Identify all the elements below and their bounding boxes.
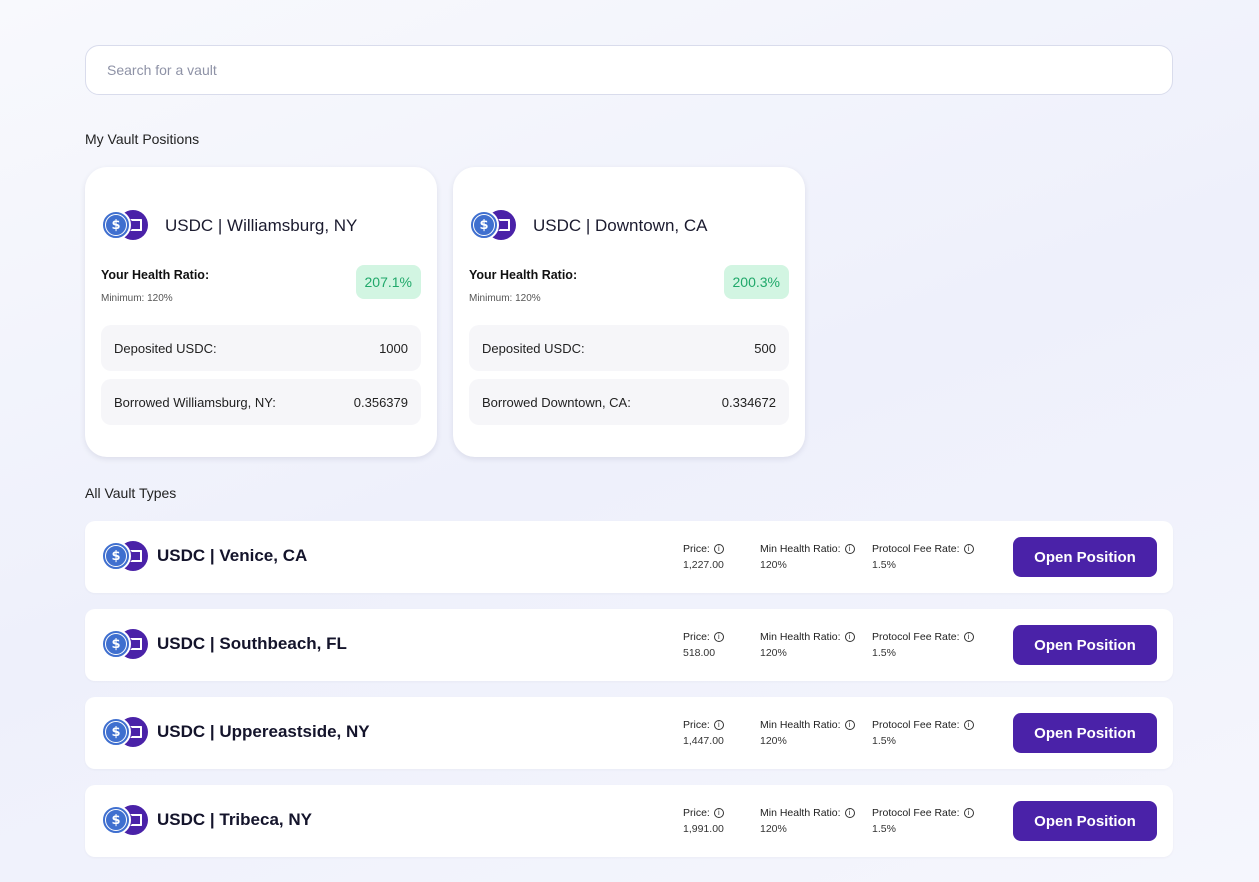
fee-label: Protocol Fee Rate: bbox=[872, 807, 960, 819]
deposited-row: Deposited USDC: 1000 bbox=[101, 325, 421, 371]
deposited-value: 500 bbox=[754, 340, 776, 356]
price-label: Price: bbox=[683, 807, 710, 819]
fee-stat: Protocol Fee Rate: i 1.5% bbox=[872, 719, 974, 747]
min-health-value: 120% bbox=[760, 559, 787, 571]
open-position-button[interactable]: Open Position bbox=[1013, 801, 1157, 841]
position-title: USDC | Williamsburg, NY bbox=[165, 216, 358, 235]
borrowed-label: Borrowed Williamsburg, NY: bbox=[114, 394, 276, 410]
vault-row: $ USDC | Uppereastside, NY Price: i 1,447… bbox=[85, 697, 1173, 769]
vault-row: $ USDC | Tribeca, NY Price: i 1,991.00 Mi… bbox=[85, 785, 1173, 857]
health-ratio-label: Your Health Ratio: bbox=[101, 268, 210, 282]
min-health-label: Min Health Ratio: bbox=[760, 631, 841, 643]
usdc-coin-icon: $ bbox=[101, 629, 131, 659]
info-icon[interactable]: i bbox=[963, 632, 974, 642]
open-position-button[interactable]: Open Position bbox=[1013, 713, 1157, 753]
position-card[interactable]: $ USDC | Williamsburg, NY Your Health Ra… bbox=[85, 167, 437, 457]
info-icon[interactable]: i bbox=[963, 720, 974, 730]
info-icon[interactable]: i bbox=[963, 544, 974, 554]
borrowed-value: 0.334672 bbox=[721, 394, 776, 410]
fee-label: Protocol Fee Rate: bbox=[872, 543, 960, 555]
open-position-button[interactable]: Open Position bbox=[1013, 625, 1157, 665]
price-label: Price: bbox=[683, 543, 710, 555]
min-health-stat: Min Health Ratio: i 120% bbox=[760, 719, 855, 747]
fee-value: 1.5% bbox=[872, 647, 896, 659]
health-ratio-badge: 207.1% bbox=[355, 265, 421, 299]
min-health-value: 120% bbox=[760, 735, 787, 747]
info-icon[interactable]: i bbox=[713, 808, 724, 818]
token-pair-icon: $ bbox=[469, 210, 517, 242]
vault-name: USDC | Southbeach, FL bbox=[157, 634, 347, 653]
fee-stat: Protocol Fee Rate: i 1.5% bbox=[872, 807, 974, 835]
info-icon[interactable]: i bbox=[844, 544, 855, 554]
info-icon[interactable]: i bbox=[713, 632, 724, 642]
min-health-stat: Min Health Ratio: i 120% bbox=[760, 807, 855, 835]
info-icon[interactable]: i bbox=[713, 544, 724, 554]
usdc-coin-icon: $ bbox=[101, 541, 131, 571]
min-health-stat: Min Health Ratio: i 120% bbox=[760, 543, 855, 571]
search-bar[interactable] bbox=[85, 45, 1173, 95]
deposited-row: Deposited USDC: 500 bbox=[469, 325, 789, 371]
fee-value: 1.5% bbox=[872, 735, 896, 747]
health-ratio-label: Your Health Ratio: bbox=[469, 268, 578, 282]
price-value: 1,991.00 bbox=[683, 823, 724, 835]
price-stat: Price: i 1,447.00 bbox=[683, 719, 724, 747]
info-icon[interactable]: i bbox=[963, 808, 974, 818]
min-health-value: 120% bbox=[760, 823, 787, 835]
search-input[interactable] bbox=[107, 62, 1172, 78]
price-value: 1,447.00 bbox=[683, 735, 724, 747]
token-pair-icon: $ bbox=[101, 629, 149, 661]
health-ratio-minimum: Minimum: 120% bbox=[101, 293, 173, 304]
my-positions-heading: My Vault Positions bbox=[85, 131, 200, 147]
min-health-stat: Min Health Ratio: i 120% bbox=[760, 631, 855, 659]
min-health-value: 120% bbox=[760, 647, 787, 659]
deposited-value: 1000 bbox=[379, 340, 408, 356]
token-pair-icon: $ bbox=[101, 717, 149, 749]
fee-value: 1.5% bbox=[872, 823, 896, 835]
fee-label: Protocol Fee Rate: bbox=[872, 631, 960, 643]
fee-stat: Protocol Fee Rate: i 1.5% bbox=[872, 543, 974, 571]
price-label: Price: bbox=[683, 631, 710, 643]
deposited-label: Deposited USDC: bbox=[482, 340, 585, 356]
position-card[interactable]: $ USDC | Downtown, CA Your Health Ratio:… bbox=[453, 167, 805, 457]
min-health-label: Min Health Ratio: bbox=[760, 807, 841, 819]
borrowed-label: Borrowed Downtown, CA: bbox=[482, 394, 631, 410]
info-icon[interactable]: i bbox=[713, 720, 724, 730]
usdc-coin-icon: $ bbox=[101, 717, 131, 747]
vault-name: USDC | Uppereastside, NY bbox=[157, 722, 370, 741]
info-icon[interactable]: i bbox=[844, 720, 855, 730]
health-ratio-minimum: Minimum: 120% bbox=[469, 293, 541, 304]
usdc-coin-icon: $ bbox=[101, 210, 131, 240]
price-stat: Price: i 518.00 bbox=[683, 631, 724, 659]
price-stat: Price: i 1,227.00 bbox=[683, 543, 724, 571]
vault-row: $ USDC | Southbeach, FL Price: i 518.00 M… bbox=[85, 609, 1173, 681]
vault-name: USDC | Tribeca, NY bbox=[157, 810, 312, 829]
borrowed-row: Borrowed Williamsburg, NY: 0.356379 bbox=[101, 379, 421, 425]
borrowed-value: 0.356379 bbox=[353, 394, 408, 410]
position-title: USDC | Downtown, CA bbox=[533, 216, 708, 235]
usdc-coin-icon: $ bbox=[469, 210, 499, 240]
open-position-button[interactable]: Open Position bbox=[1013, 537, 1157, 577]
deposited-label: Deposited USDC: bbox=[114, 340, 217, 356]
fee-stat: Protocol Fee Rate: i 1.5% bbox=[872, 631, 974, 659]
info-icon[interactable]: i bbox=[844, 808, 855, 818]
token-pair-icon: $ bbox=[101, 541, 149, 573]
min-health-label: Min Health Ratio: bbox=[760, 719, 841, 731]
fee-value: 1.5% bbox=[872, 559, 896, 571]
vault-row: $ USDC | Venice, CA Price: i 1,227.00 Min… bbox=[85, 521, 1173, 593]
price-stat: Price: i 1,991.00 bbox=[683, 807, 724, 835]
fee-label: Protocol Fee Rate: bbox=[872, 719, 960, 731]
info-icon[interactable]: i bbox=[844, 632, 855, 642]
min-health-label: Min Health Ratio: bbox=[760, 543, 841, 555]
usdc-coin-icon: $ bbox=[101, 805, 131, 835]
token-pair-icon: $ bbox=[101, 805, 149, 837]
borrowed-row: Borrowed Downtown, CA: 0.334672 bbox=[469, 379, 789, 425]
price-value: 518.00 bbox=[683, 647, 716, 659]
price-label: Price: bbox=[683, 719, 710, 731]
token-pair-icon: $ bbox=[101, 210, 149, 242]
price-value: 1,227.00 bbox=[683, 559, 724, 571]
all-vault-types-heading: All Vault Types bbox=[85, 485, 177, 501]
vault-name: USDC | Venice, CA bbox=[157, 546, 308, 565]
health-ratio-badge: 200.3% bbox=[723, 265, 789, 299]
